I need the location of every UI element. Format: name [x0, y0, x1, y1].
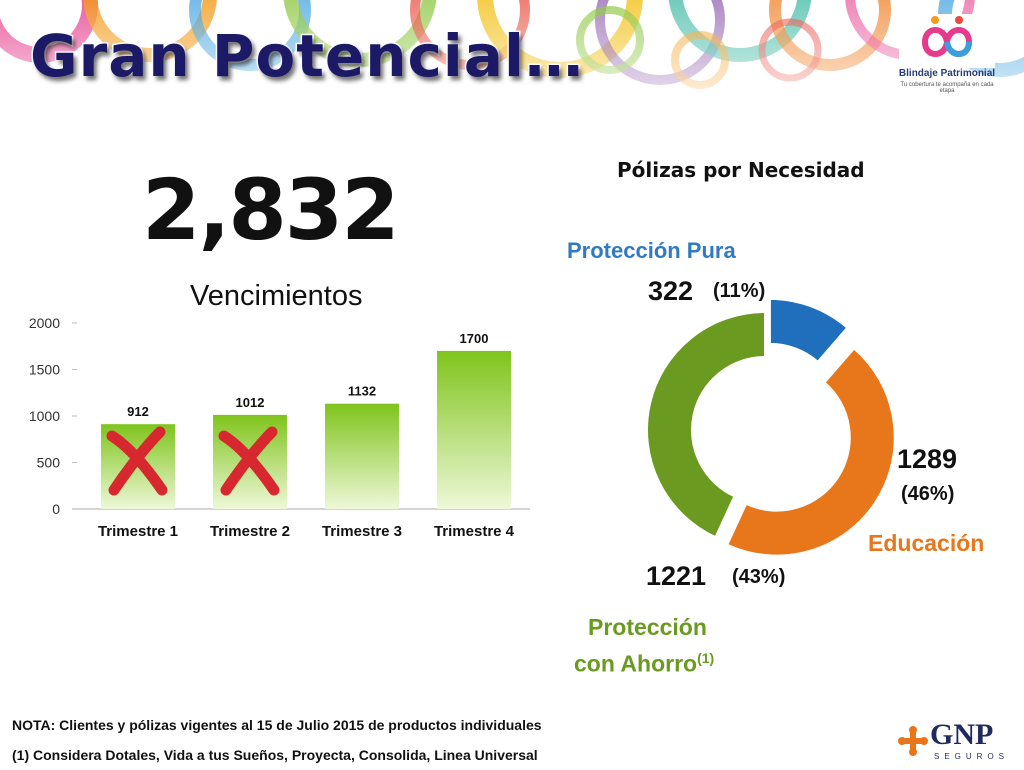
- y-tick-label: 1000: [29, 408, 60, 424]
- cross-mark-icon: [218, 426, 280, 496]
- label-educacion: Educación: [868, 530, 985, 556]
- decorative-banner: [0, 0, 1024, 110]
- cross-mark-icon: [106, 426, 168, 496]
- blindaje-logo-name: Blindaje Patrimonial: [898, 68, 996, 79]
- value-educacion: 1289: [897, 444, 958, 474]
- y-tick-label: 500: [37, 455, 61, 471]
- gnp-logo: GNP SEGUROS: [896, 718, 1006, 766]
- bar-value-label: 1700: [460, 331, 489, 346]
- gnp-wordmark: GNP: [930, 718, 994, 751]
- bar-chart-title: Vencimientos: [190, 280, 363, 312]
- polizas-donut-chart: [646, 300, 896, 557]
- label-proteccion-ahorro-line1: Protección: [588, 614, 707, 640]
- total-figure: 2,832: [142, 161, 400, 259]
- bar-value-label: 912: [127, 404, 149, 419]
- footnotes: NOTA: Clientes y pólizas vigentes al 15 …: [12, 710, 542, 770]
- y-tick-label: 1500: [29, 362, 60, 378]
- label-proteccion-ahorro-line2: con Ahorro(1): [574, 650, 714, 678]
- cross-stroke: [108, 426, 166, 496]
- label-proteccion-pura: Protección Pura: [567, 238, 736, 263]
- blindaje-logo-tagline: Tu cobertura te acompaña en cada etapa: [900, 82, 994, 94]
- value-proteccion-pura: 322: [648, 276, 694, 306]
- footnote-marker: (1): [697, 650, 715, 666]
- donut-slice: [646, 310, 766, 539]
- pie-chart-title: Pólizas por Necesidad: [617, 158, 865, 182]
- label-proteccion-ahorro-text: con Ahorro: [574, 650, 698, 677]
- y-tick-label: 0: [52, 501, 60, 517]
- pct-educacion: (46%): [901, 483, 955, 505]
- gnp-logo-icon: [898, 726, 928, 756]
- bar-value-label: 1012: [236, 395, 265, 410]
- donut-slice: [725, 347, 896, 557]
- gnp-subtitle: SEGUROS: [934, 752, 1010, 761]
- pct-proteccion-pura: (11%): [713, 280, 766, 302]
- x-tick-label: Trimestre 2: [210, 523, 290, 540]
- x-tick-label: Trimestre 3: [322, 523, 402, 540]
- bar: [325, 403, 399, 509]
- bar: [437, 350, 511, 509]
- slide-title: Gran Potencial…: [29, 21, 585, 92]
- value-proteccion-ahorro: 1221: [646, 561, 707, 591]
- x-tick-label: Trimestre 1: [98, 523, 178, 540]
- y-tick-label: 2000: [29, 315, 60, 331]
- note-2: (1) Considera Dotales, Vida a tus Sueños…: [12, 747, 538, 763]
- donut-slice: [768, 300, 849, 364]
- note-1: NOTA: Clientes y pólizas vigentes al 15 …: [12, 717, 542, 733]
- pct-proteccion-ahorro: (43%): [732, 566, 786, 588]
- vencimientos-bar-chart: 0 500 1000 1500 2000 912 Trimestre 1 1012 Trimes…: [29, 315, 530, 540]
- bar-value-label: 1132: [348, 384, 376, 399]
- cross-stroke: [220, 426, 278, 496]
- blindaje-logo-icon: [899, 14, 995, 98]
- blindaje-logo: Blindaje Patrimonial Tu cobertura te aco…: [895, 12, 999, 98]
- x-tick-label: Trimestre 4: [434, 523, 515, 540]
